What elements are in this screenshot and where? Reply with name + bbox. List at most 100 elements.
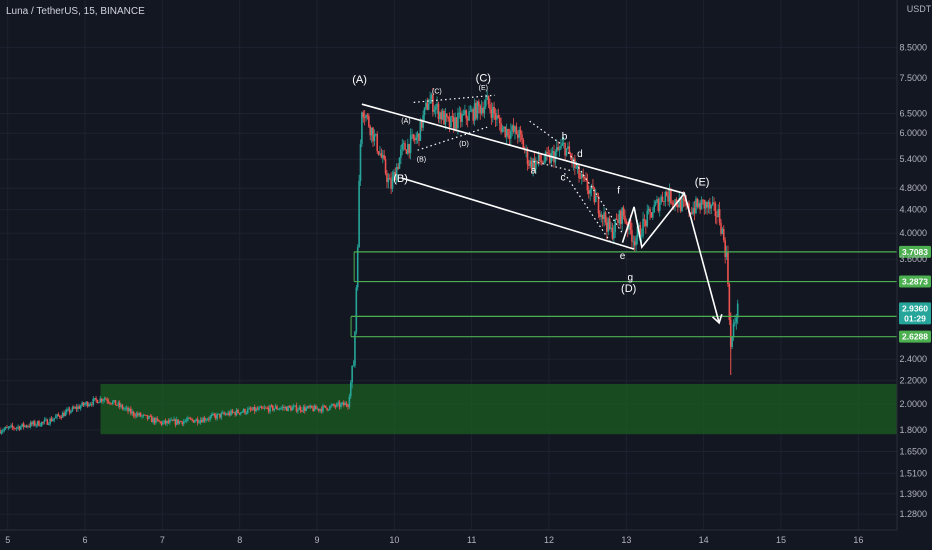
candle-body: [124, 408, 127, 410]
candle-body: [32, 421, 35, 425]
price-tick-label: 1.8000: [899, 425, 927, 435]
candle-body: [233, 412, 235, 414]
candle-body: [413, 138, 416, 141]
candle-body: [671, 203, 674, 205]
time-axis[interactable]: 5 6 7 8 9 10 11 12 13 14 15 16: [0, 529, 897, 545]
level-price-tag[interactable]: 2.6288: [899, 330, 931, 343]
candle-body: [375, 134, 377, 135]
candle-body: [189, 418, 192, 420]
candle-body: [724, 240, 726, 257]
demand-zone: [100, 383, 897, 435]
candle-body: [199, 420, 202, 423]
candle-body: [461, 114, 463, 122]
candle-body: [316, 408, 319, 410]
candle-body: [493, 107, 495, 114]
candle-body: [369, 126, 372, 136]
candle-body: [77, 406, 79, 410]
candle-body: [425, 102, 427, 108]
candle-body: [457, 112, 459, 129]
candle-body: [228, 412, 231, 416]
candle-body: [234, 412, 237, 415]
candle-body: [521, 134, 523, 141]
candle-body: [330, 405, 333, 407]
level-price-tag[interactable]: 3.2873: [899, 275, 931, 288]
candle-body: [632, 241, 635, 243]
candle-body: [532, 158, 534, 170]
candle-body: [107, 401, 110, 403]
candle-body: [7, 427, 10, 429]
candle-body: [336, 403, 338, 407]
candle-body: [15, 427, 18, 429]
candle-body: [202, 417, 205, 423]
candle-body: [540, 161, 543, 163]
candle-body: [443, 111, 445, 125]
candle-body: [340, 403, 342, 408]
wave-label: b: [562, 131, 568, 142]
candle-body: [45, 419, 47, 421]
candle-body: [235, 409, 238, 415]
candle-body: [654, 201, 657, 206]
candle-body: [508, 135, 511, 139]
candle-body: [675, 199, 678, 205]
candle-body: [548, 153, 551, 163]
candle-body: [68, 408, 71, 413]
candle-body: [511, 125, 514, 131]
candle-body: [482, 107, 484, 114]
candle-body: [301, 410, 303, 412]
candle-body: [408, 144, 411, 153]
candle-body: [106, 399, 108, 402]
price-tick-label: 1.2800: [899, 509, 927, 519]
candle-body: [475, 103, 477, 119]
candle-body: [426, 102, 429, 110]
candle-body: [99, 398, 102, 403]
candle-body: [611, 227, 614, 239]
candle-body: [735, 317, 738, 323]
candle-body: [244, 409, 246, 414]
candle-body: [351, 365, 353, 383]
candle-body: [53, 418, 56, 420]
candle-body: [214, 415, 217, 419]
candle-body: [138, 413, 140, 416]
candle-body: [684, 199, 686, 202]
candle-body: [404, 143, 406, 150]
level-price-tag[interactable]: 3.7083: [899, 245, 931, 258]
candle-body: [505, 129, 508, 137]
candle-body: [57, 414, 60, 416]
dotted-channel-line: [417, 126, 488, 151]
current-price-bg: [899, 302, 931, 325]
candle-body: [716, 216, 718, 217]
candle-body: [64, 411, 67, 417]
candle-body: [354, 331, 356, 366]
candle-body: [567, 146, 569, 149]
candle-body: [266, 407, 269, 409]
candle-body: [398, 157, 401, 169]
candle-body: [379, 153, 381, 155]
candle-body: [20, 426, 22, 430]
candle-body: [547, 153, 550, 154]
candle-body: [615, 218, 618, 220]
candle-body: [333, 404, 335, 406]
candle-body: [658, 202, 661, 211]
candle-body: [526, 148, 529, 165]
candle-body: [483, 106, 486, 114]
candle-body: [388, 178, 391, 180]
candle-body: [464, 110, 466, 115]
candle-body: [679, 198, 682, 212]
candle-body: [118, 402, 121, 407]
candle-body: [70, 411, 72, 413]
candle-body: [265, 407, 267, 409]
wave-label: (B): [393, 173, 408, 185]
candle-body: [93, 398, 96, 399]
price-axis[interactable]: 3.70833.28732.85402.62882.936001:298.500…: [896, 0, 932, 550]
candle-body: [157, 419, 160, 422]
candle-body: [117, 402, 120, 406]
candle-body: [387, 178, 390, 183]
candle-body: [383, 155, 385, 160]
candle-body: [624, 215, 626, 222]
dotted-channel-line: [413, 94, 495, 103]
demand-zone-rect: [100, 383, 897, 435]
candle-body: [78, 406, 81, 409]
